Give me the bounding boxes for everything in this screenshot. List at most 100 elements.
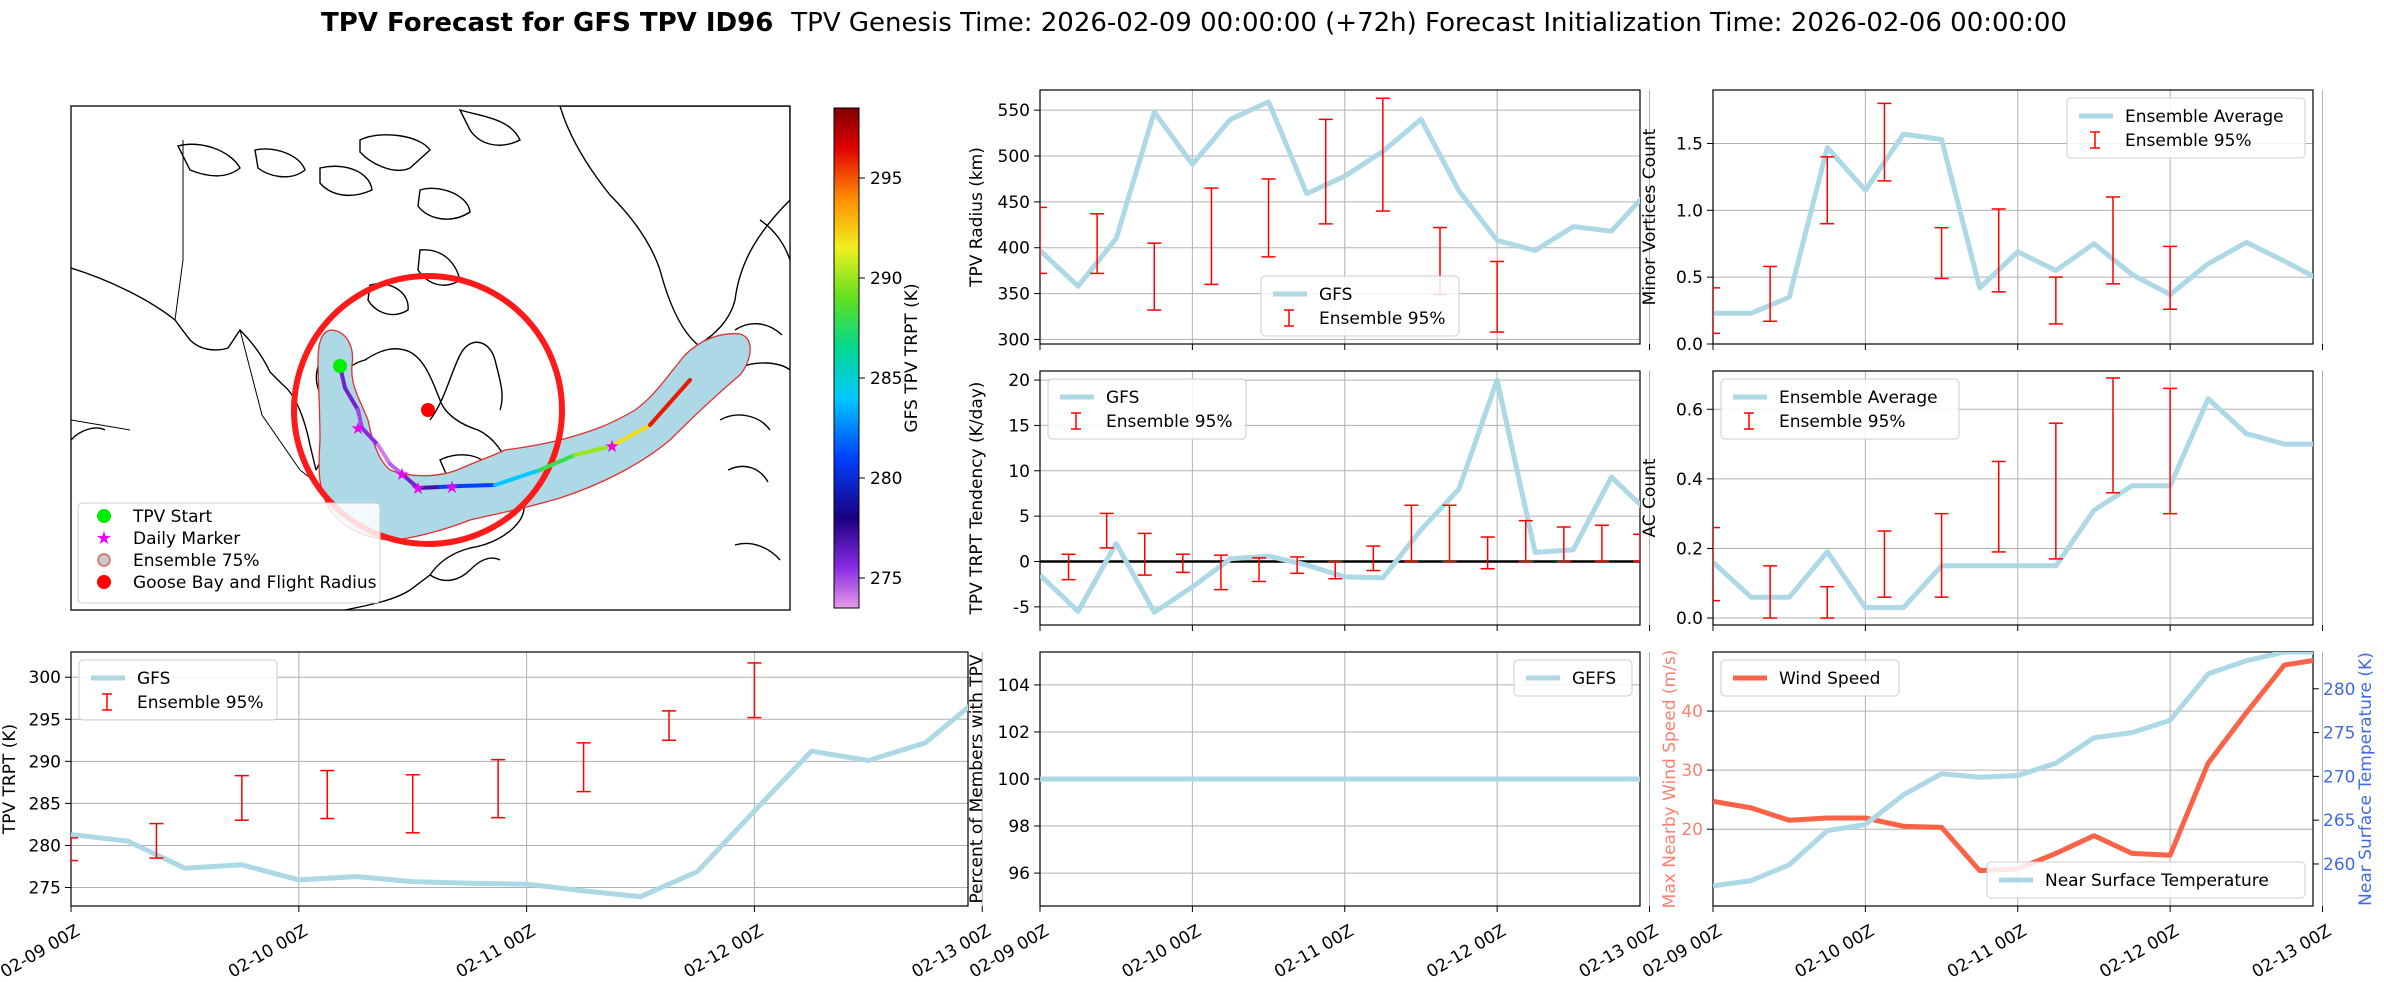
errorbar	[1877, 102, 1892, 182]
errorbar	[1137, 532, 1152, 576]
y-tick-label: 285	[29, 794, 61, 814]
series-line	[1040, 99, 1640, 289]
y-tick-label: 15	[1008, 416, 1030, 436]
y-axis-label: Percent of Members with TPV	[967, 654, 987, 903]
x-tick-label: 02-10 00Z	[1792, 921, 1878, 982]
colorbar-label: GFS TPV TRPT (K)	[902, 283, 922, 432]
errorbar	[1991, 460, 2006, 553]
goose-bay-marker	[421, 403, 435, 417]
x-tick-label: 02-11 00Z	[1944, 921, 2030, 982]
y-tick-label: 400	[998, 239, 1030, 259]
y-right-tick-label: 260	[2323, 855, 2355, 875]
y-tick-label: 290	[29, 752, 61, 772]
y-tick-label: 1.5	[1676, 134, 1703, 154]
y-tick-label: 0.0	[1676, 609, 1703, 629]
colorbar-tick-label: 295	[870, 169, 902, 189]
legend-label: Ensemble 95%	[137, 693, 264, 713]
y-right-axis-label: Near Surface Temperature (K)	[2356, 652, 2376, 906]
daily-marker: ★	[394, 465, 409, 485]
chart-minor: 0.0 0.5 1.0 1.5 Minor Vortices Count Ensemble…	[1640, 89, 2324, 355]
errorbar	[2048, 422, 2063, 560]
track-segment	[493, 468, 542, 487]
track-segment	[416, 485, 442, 490]
series-line	[1040, 377, 1640, 615]
errorbar	[149, 822, 164, 859]
y-tick-label: 450	[998, 193, 1030, 213]
errorbar	[576, 742, 591, 793]
plot-area	[71, 662, 968, 900]
track-segment	[610, 423, 652, 448]
series-line	[71, 704, 968, 900]
chart-legend: GFS Ensemble 95%	[1047, 378, 1247, 440]
y-tick-label: 1.0	[1676, 201, 1703, 221]
y-tick-label: 0.0	[1676, 335, 1703, 355]
legend-label: Ensemble 95%	[1106, 412, 1233, 432]
plot-frame	[1712, 89, 2314, 345]
x-tick-label: 02-12 00Z	[2096, 921, 2182, 982]
daily-marker: ★	[444, 478, 459, 498]
x-tick-label: 02-09 00Z	[0, 921, 84, 982]
x-tick-label: 02-10 00Z	[225, 921, 311, 982]
errorbar	[747, 662, 762, 719]
plot-area	[1040, 377, 1640, 615]
chart-legend: GFS Ensemble 95%	[1260, 275, 1460, 337]
errorbar	[320, 769, 335, 820]
errorbar	[1877, 530, 1892, 598]
legend-marker	[97, 509, 111, 523]
chart-radius: 300 350 400 450 500 550 TPV Radius (km) GFS Ense…	[967, 89, 1651, 350]
y-tick-label: 280	[29, 836, 61, 856]
errorbar	[234, 774, 249, 821]
x-tick-label: 02-13 00Z	[2249, 921, 2335, 982]
errorbar	[1375, 97, 1390, 212]
y-tick-label: 0	[1019, 553, 1030, 573]
plot-area	[1713, 652, 2313, 889]
y-right-tick-label: 265	[2323, 811, 2355, 831]
y-axis-label: TPV TRPT Tendency (K/day)	[967, 382, 987, 616]
y-right-tick-label: 275	[2323, 724, 2355, 744]
y-axis-label: TPV Radius (km)	[967, 147, 987, 288]
errorbar	[1763, 265, 1778, 323]
chart-legend: GEFS	[1513, 659, 1633, 697]
y-tick-label: 0.4	[1676, 470, 1703, 490]
errorbar	[405, 774, 420, 834]
legend-label: Ensemble 95%	[1779, 412, 1906, 432]
y-axis-label: Max Nearby Wind Speed (m/s)	[1660, 650, 1680, 909]
errorbar	[1090, 213, 1105, 275]
legend-label: Ensemble Average	[1779, 388, 1938, 408]
x-tick-label: 02-12 00Z	[681, 921, 767, 982]
series-line	[1713, 396, 2313, 611]
legend-label: GEFS	[1572, 669, 1616, 689]
track-segment	[648, 378, 692, 427]
colorbar-tick-label: 280	[870, 469, 902, 489]
track-segment	[400, 472, 420, 490]
legend-label: Wind Speed	[1779, 669, 1880, 689]
x-tick-label: 02-12 00Z	[1423, 921, 1509, 982]
chart-legend: Ensemble Average Ensemble 95%	[1720, 378, 1960, 440]
daily-marker: ★	[350, 419, 365, 439]
figure-title: TPV Forecast for GFS TPV ID96 TPV Genesis…	[321, 8, 2067, 38]
legend-label: TPV Start	[132, 507, 213, 527]
chart-legend: Ensemble Average Ensemble 95%	[2066, 97, 2306, 159]
errorbar	[2163, 387, 2178, 515]
x-tick-label: 02-11 00Z	[453, 921, 539, 982]
y-axis-label: Minor Vortices Count	[1640, 128, 1660, 305]
legend-marker	[97, 575, 111, 589]
flight-radius-circle	[291, 273, 565, 547]
track-segment	[356, 408, 364, 430]
errorbar	[1442, 504, 1457, 563]
errorbar	[1318, 118, 1333, 225]
y-axis-label: AC Count	[1640, 458, 1660, 537]
colorbar-tick-label: 275	[870, 569, 902, 589]
errorbar	[1633, 533, 1640, 563]
y-tick-label: 100	[998, 770, 1030, 790]
errorbar	[1518, 519, 1533, 563]
plot-frame	[70, 651, 969, 907]
tpv-start-marker	[333, 359, 347, 373]
legend-label: Goose Bay and Flight Radius	[133, 573, 377, 593]
y-right-tick-label: 280	[2323, 680, 2355, 700]
errorbar	[1934, 512, 1949, 598]
track-segment	[438, 484, 462, 489]
plot-area	[1713, 377, 2313, 619]
errorbar	[1175, 553, 1190, 574]
